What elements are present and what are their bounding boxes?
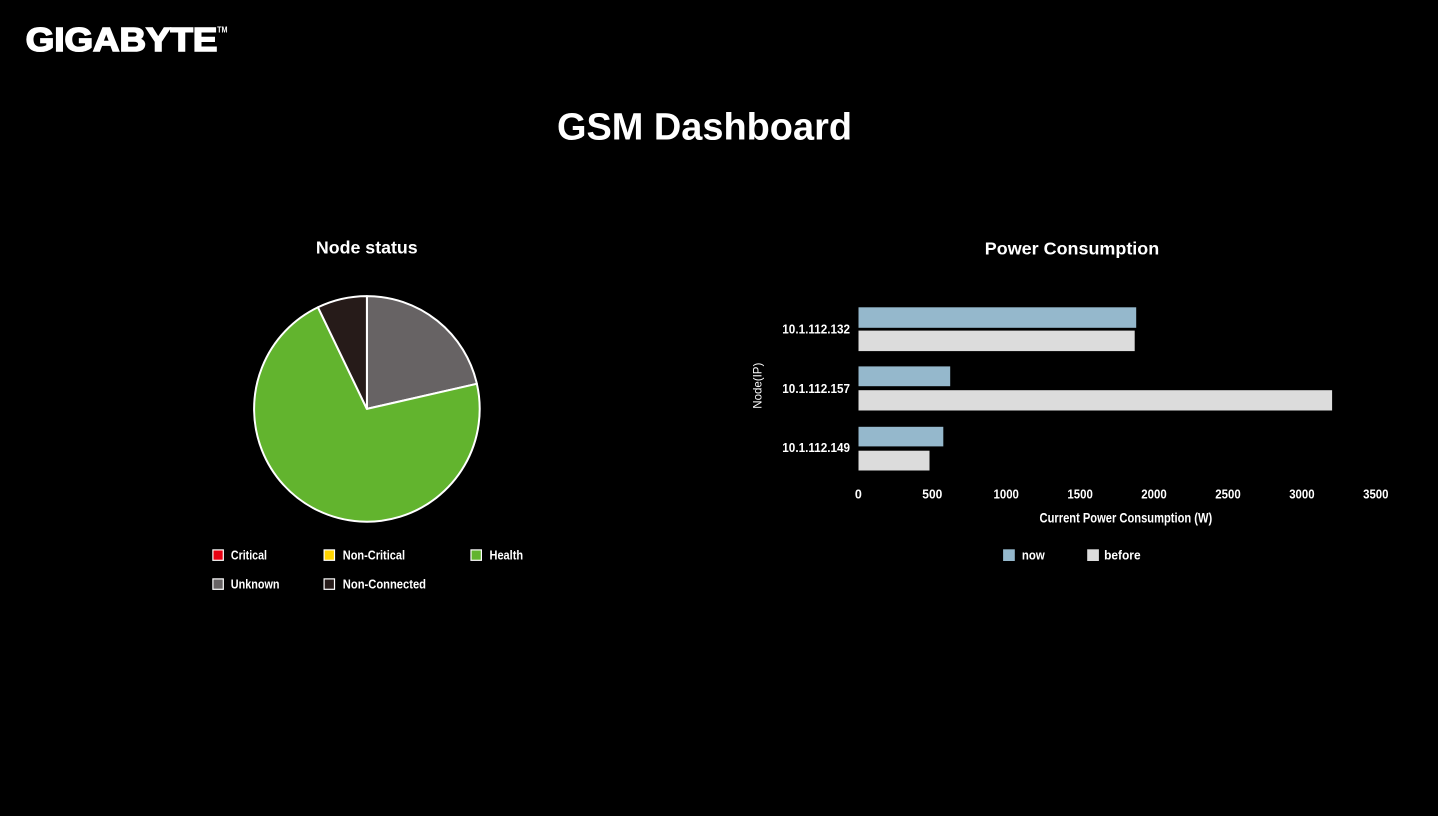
svg-text:Current Power Consumption (W): Current Power Consumption (W)	[1040, 510, 1213, 525]
svg-text:1500: 1500	[1067, 488, 1092, 502]
svg-text:Node(IP): Node(IP)	[751, 363, 765, 409]
svg-text:3000: 3000	[1289, 488, 1314, 502]
svg-text:10.1.112.132: 10.1.112.132	[782, 323, 850, 337]
svg-text:Non-Critical: Non-Critical	[343, 548, 405, 563]
svg-text:GIGABYTE: GIGABYTE	[26, 21, 218, 58]
svg-text:500: 500	[922, 488, 942, 502]
svg-text:3500: 3500	[1363, 488, 1388, 502]
svg-text:TM: TM	[217, 25, 228, 34]
svg-text:Power Consumption: Power Consumption	[985, 238, 1159, 258]
svg-text:Node status: Node status	[316, 238, 418, 258]
svg-text:now: now	[1022, 548, 1046, 563]
svg-text:0: 0	[855, 488, 862, 502]
svg-text:1000: 1000	[994, 488, 1019, 502]
svg-text:Non-Connected: Non-Connected	[343, 577, 426, 592]
svg-text:before: before	[1104, 548, 1141, 563]
svg-text:Critical: Critical	[231, 548, 267, 563]
svg-text:2000: 2000	[1141, 488, 1166, 502]
svg-text:Health: Health	[490, 548, 524, 563]
svg-text:Unknown: Unknown	[231, 577, 280, 592]
svg-text:10.1.112.157: 10.1.112.157	[782, 382, 850, 396]
svg-text:10.1.112.149: 10.1.112.149	[782, 441, 850, 455]
svg-text:2500: 2500	[1215, 488, 1240, 502]
svg-text:GSM Dashboard: GSM Dashboard	[557, 107, 852, 149]
